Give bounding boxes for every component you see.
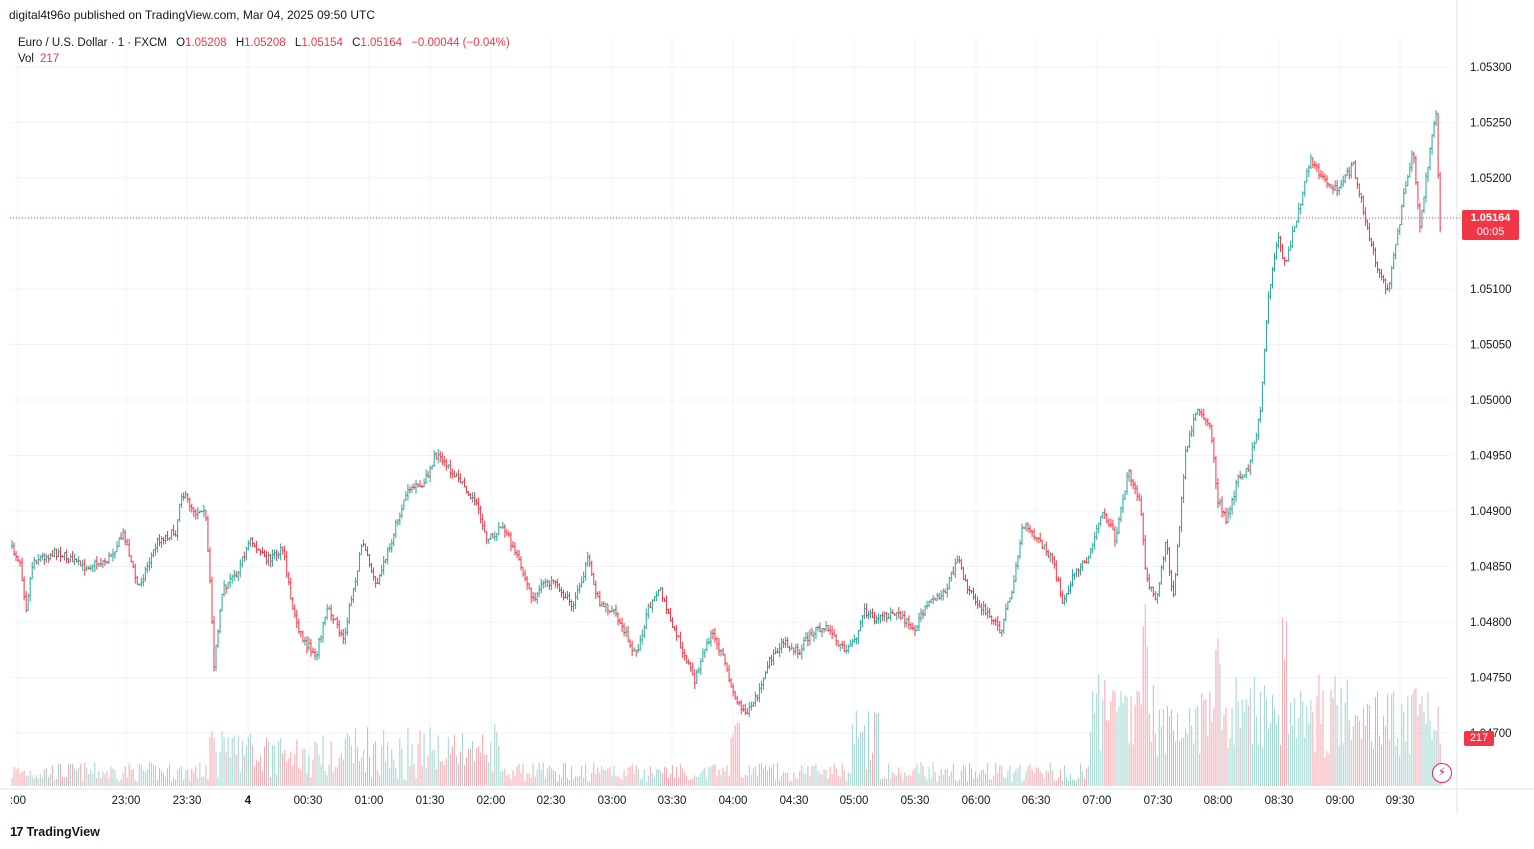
time-tick-label: 03:00 bbox=[598, 795, 627, 807]
time-tick-label: :00 bbox=[10, 795, 26, 807]
price-tick-label: 1.04850 bbox=[1470, 562, 1512, 574]
price-tick-label: 1.04900 bbox=[1470, 506, 1512, 518]
time-tick-label: 00:30 bbox=[294, 795, 323, 807]
change-value: −0.00044 (−0.04%) bbox=[411, 37, 510, 49]
time-tick-label: 23:00 bbox=[112, 795, 141, 807]
time-tick-label: 04:30 bbox=[780, 795, 809, 807]
tradingview-logo-icon: 17 bbox=[10, 824, 24, 839]
bar-countdown: 00:05 bbox=[1476, 226, 1505, 238]
tradingview-footer[interactable]: 17 TradingView bbox=[10, 824, 100, 839]
time-tick-label: 4 bbox=[245, 795, 252, 807]
time-tick-label: 02:30 bbox=[537, 795, 566, 807]
low-value: 1.05154 bbox=[301, 37, 343, 49]
high-label: H bbox=[235, 37, 245, 49]
time-tick-label: 05:30 bbox=[901, 795, 930, 807]
time-tick-label: 03:30 bbox=[658, 795, 687, 807]
price-tick-label: 1.04800 bbox=[1470, 617, 1512, 629]
close-label: C bbox=[352, 37, 361, 49]
time-tick-label: 01:00 bbox=[355, 795, 384, 807]
ohlc-legend-row: Euro / U.S. Dollar · 1 · FXCM O1.05208 H… bbox=[18, 35, 510, 51]
volume-value: 217 bbox=[40, 53, 60, 65]
time-tick-label: 09:00 bbox=[1326, 795, 1355, 807]
volume-label: Vol bbox=[18, 53, 34, 65]
volume-legend-row: Vol 217 bbox=[18, 51, 510, 67]
time-tick-label: 07:30 bbox=[1144, 795, 1173, 807]
close-value: 1.05164 bbox=[360, 37, 402, 49]
chart-legend: Euro / U.S. Dollar · 1 · FXCM O1.05208 H… bbox=[18, 35, 510, 67]
price-tick-label: 1.05300 bbox=[1470, 62, 1512, 74]
last-price-value: 1.05164 bbox=[1470, 212, 1511, 224]
time-tick-label: 08:30 bbox=[1265, 795, 1294, 807]
time-tick-label: 06:00 bbox=[962, 795, 991, 807]
price-tick-label: 1.05100 bbox=[1470, 284, 1512, 296]
time-tick-label: 02:00 bbox=[477, 795, 506, 807]
last-price-tag: 1.05164 00:05 bbox=[1462, 210, 1519, 240]
open-value: 1.05208 bbox=[185, 37, 227, 49]
open-label: O bbox=[176, 37, 186, 49]
time-tick-label: 23:30 bbox=[173, 795, 202, 807]
symbol-title[interactable]: Euro / U.S. Dollar · 1 · FXCM bbox=[18, 37, 167, 49]
price-tick-label: 1.05200 bbox=[1470, 173, 1512, 185]
time-tick-label: 09:30 bbox=[1386, 795, 1415, 807]
price-tick-label: 1.05250 bbox=[1470, 118, 1512, 130]
high-value: 1.05208 bbox=[244, 37, 286, 49]
price-tick-label: 1.05000 bbox=[1470, 395, 1512, 407]
price-tick-label: 1.05050 bbox=[1470, 340, 1512, 352]
price-tick-label: 1.04750 bbox=[1470, 673, 1512, 685]
time-tick-label: 01:30 bbox=[416, 795, 445, 807]
price-tick-label: 1.04950 bbox=[1470, 451, 1512, 463]
brand-name: TradingView bbox=[26, 824, 100, 839]
time-tick-label: 05:00 bbox=[840, 795, 869, 807]
low-label: L bbox=[294, 37, 302, 49]
lightning-icon[interactable]: ⚡ bbox=[1432, 763, 1452, 783]
time-tick-label: 06:30 bbox=[1022, 795, 1051, 807]
time-tick-label: 07:00 bbox=[1083, 795, 1112, 807]
time-tick-label: 08:00 bbox=[1204, 795, 1233, 807]
publisher-line: digital4t96o published on TradingView.co… bbox=[9, 8, 376, 22]
volume-tag: 217 bbox=[1464, 731, 1494, 746]
time-tick-label: 04:00 bbox=[719, 795, 748, 807]
